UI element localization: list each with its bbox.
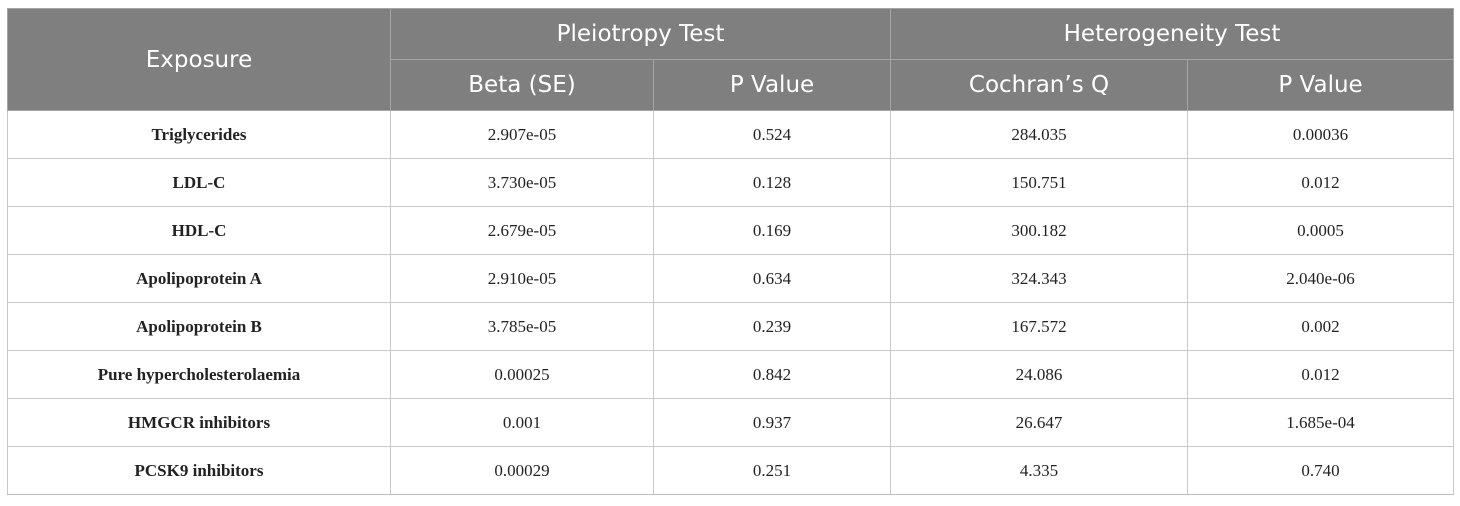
cell-exposure: HMGCR inhibitors [7,398,391,447]
cell-pleiotropy-p-value: 0.169 [652,206,892,255]
header-pleiotropy-p-value: P Value [652,59,892,111]
cell-beta-se: 2.679e-05 [390,206,654,255]
cell-beta-se: 0.00029 [390,446,654,495]
cell-pleiotropy-p-value: 0.937 [652,398,892,447]
header-exposure: Exposure [7,8,391,111]
cell-beta-se: 0.001 [390,398,654,447]
cell-heterogeneity-p-value: 0.012 [1187,350,1455,399]
cell-heterogeneity-p-value: 0.002 [1187,302,1455,351]
cell-beta-se: 3.785e-05 [390,302,654,351]
cell-beta-se: 2.907e-05 [390,110,654,159]
cell-exposure: Apolipoprotein B [7,302,391,351]
cell-heterogeneity-p-value: 1.685e-04 [1187,398,1455,447]
table-row: HDL-C 2.679e-05 0.169 300.182 0.0005 [7,206,1455,255]
cell-heterogeneity-p-value: 0.00036 [1187,110,1455,159]
cell-cochrans-q: 4.335 [890,446,1189,495]
cell-beta-se: 0.00025 [390,350,654,399]
cell-cochrans-q: 26.647 [890,398,1189,447]
table-row: Triglycerides 2.907e-05 0.524 284.035 0.… [7,110,1455,159]
cell-exposure: Pure hypercholesterolaemia [7,350,391,399]
table-row: Apolipoprotein B 3.785e-05 0.239 167.572… [7,302,1455,351]
table-body: Triglycerides 2.907e-05 0.524 284.035 0.… [7,110,1455,495]
cell-cochrans-q: 324.343 [890,254,1189,303]
cell-pleiotropy-p-value: 0.128 [652,158,892,207]
table-row: Pure hypercholesterolaemia 0.00025 0.842… [7,350,1455,399]
cell-pleiotropy-p-value: 0.634 [652,254,892,303]
table-row: LDL-C 3.730e-05 0.128 150.751 0.012 [7,158,1455,207]
cell-cochrans-q: 24.086 [890,350,1189,399]
table-row: PCSK9 inhibitors 0.00029 0.251 4.335 0.7… [7,446,1455,495]
cell-exposure: Triglycerides [7,110,391,159]
cell-heterogeneity-p-value: 0.0005 [1187,206,1455,255]
table-row: HMGCR inhibitors 0.001 0.937 26.647 1.68… [7,398,1455,447]
cell-cochrans-q: 150.751 [890,158,1189,207]
cell-heterogeneity-p-value: 2.040e-06 [1187,254,1455,303]
cell-pleiotropy-p-value: 0.842 [652,350,892,399]
table-row: Apolipoprotein A 2.910e-05 0.634 324.343… [7,254,1455,303]
cell-heterogeneity-p-value: 0.012 [1187,158,1455,207]
cell-exposure: LDL-C [7,158,391,207]
header-beta-se: Beta (SE) [390,59,654,111]
cell-beta-se: 3.730e-05 [390,158,654,207]
header-heterogeneity-test: Heterogeneity Test [890,8,1455,60]
cell-pleiotropy-p-value: 0.251 [652,446,892,495]
header-cochrans-q: Cochran’s Q [890,59,1189,111]
cell-beta-se: 2.910e-05 [390,254,654,303]
header-pleiotropy-test: Pleiotropy Test [389,8,892,60]
cell-cochrans-q: 284.035 [890,110,1189,159]
cell-heterogeneity-p-value: 0.740 [1187,446,1455,495]
table-header: Exposure Pleiotropy Test Heterogeneity T… [7,8,1455,111]
cell-cochrans-q: 300.182 [890,206,1189,255]
header-row-columns: Beta (SE) P Value Cochran’s Q P Value [8,59,1455,111]
cell-pleiotropy-p-value: 0.524 [652,110,892,159]
cell-exposure: PCSK9 inhibitors [7,446,391,495]
cell-exposure: HDL-C [7,206,391,255]
results-table: Exposure Pleiotropy Test Heterogeneity T… [7,8,1455,495]
cell-exposure: Apolipoprotein A [7,254,391,303]
header-heterogeneity-p-value: P Value [1187,59,1455,111]
header-row-groups: Exposure Pleiotropy Test Heterogeneity T… [7,8,1455,111]
cell-pleiotropy-p-value: 0.239 [652,302,892,351]
cell-cochrans-q: 167.572 [890,302,1189,351]
